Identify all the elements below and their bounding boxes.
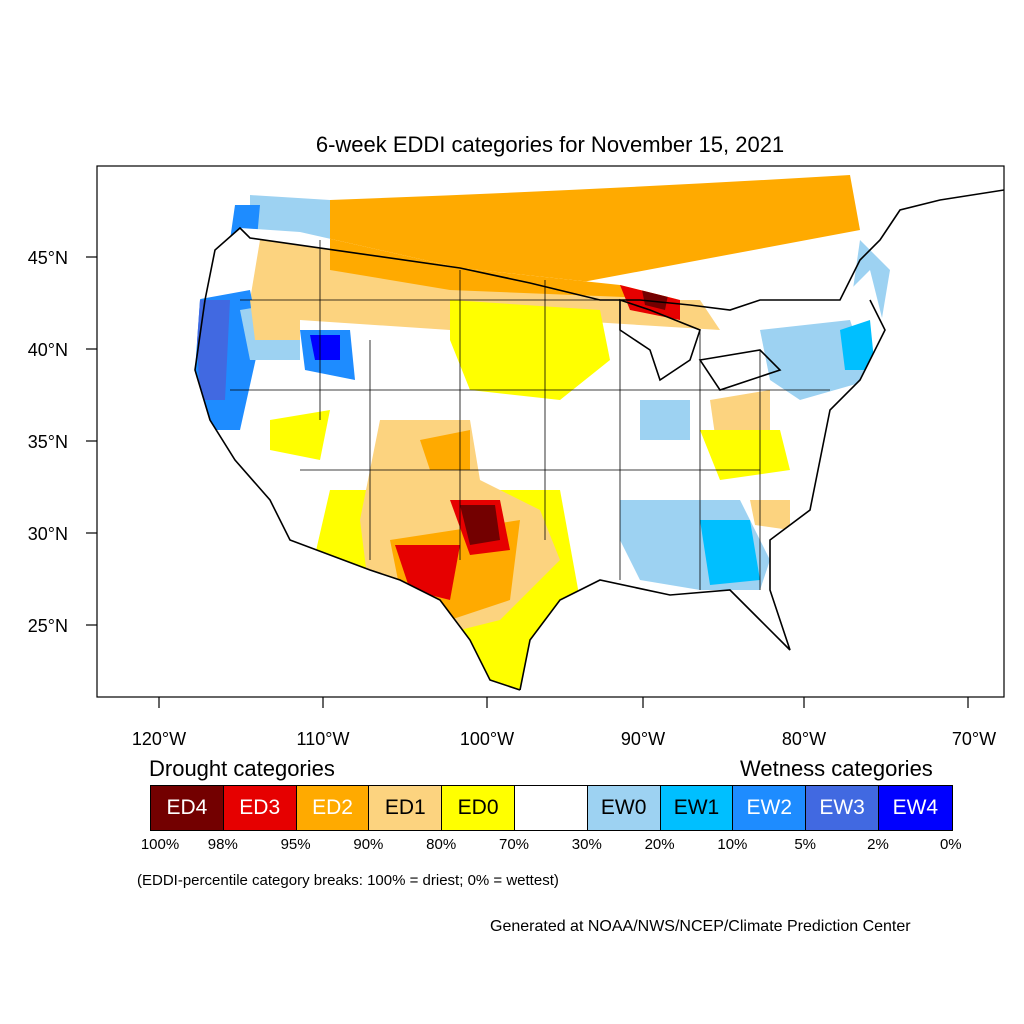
lat-label: 40°N	[28, 340, 68, 360]
wetness-heading: Wetness categories	[740, 756, 933, 781]
percent-break-label: 90%	[353, 836, 384, 853]
lon-label: 90°W	[621, 729, 665, 749]
map-title: 6-week EDDI categories for November 15, …	[315, 132, 785, 157]
map-frame	[96, 165, 1005, 698]
legend-cell: ED1	[369, 786, 443, 830]
percent-break-label: 100%	[140, 836, 180, 853]
percent-break-label: 70%	[498, 836, 530, 853]
lon-label: 110°W	[297, 729, 350, 749]
legend-cell: EW1	[660, 786, 734, 830]
lon-label: 70°W	[952, 729, 996, 749]
lon-label: 100°W	[460, 729, 514, 749]
credit-line: Generated at NOAA/NWS/NCEP/Climate Predi…	[490, 918, 911, 935]
percent-break-label: 80%	[426, 836, 457, 853]
legend-cell: ED4	[151, 786, 224, 830]
coastline	[194, 189, 1004, 691]
category-legend: ED4 ED3 ED2 ED1 ED0 EW0 EW1 EW2 EW3 EW4	[150, 785, 953, 831]
percent-break-label: 10%	[717, 836, 748, 853]
percent-break-label: 20%	[644, 836, 675, 853]
lat-label: 45°N	[28, 248, 68, 268]
lat-label: 25°N	[28, 616, 68, 636]
legend-cell: ED0	[442, 786, 515, 830]
legend-cell	[514, 786, 588, 830]
legend-cell: EW0	[587, 786, 661, 830]
percent-break-label: 2%	[867, 836, 889, 853]
lat-label: 30°N	[28, 524, 68, 544]
state-borders	[230, 240, 830, 590]
breaks-note: (EDDI-percentile category breaks: 100% =…	[137, 872, 559, 889]
eddi-map: 120°W 110°W 100°W 90°W 80°W 70°W 45°N 40…	[28, 165, 1005, 749]
legend-cell: EW3	[806, 786, 879, 830]
lon-label: 120°W	[132, 729, 186, 749]
lat-label: 35°N	[28, 432, 68, 452]
legend-cell: ED3	[223, 786, 297, 830]
legend-cell: EW4	[878, 786, 952, 830]
percent-break-label: 5%	[794, 836, 817, 853]
drought-heading: Drought categories	[149, 756, 335, 781]
legend-cell: EW2	[733, 786, 807, 830]
percent-break-label: 95%	[280, 836, 311, 853]
lon-label: 80°W	[782, 729, 826, 749]
legend-cell: ED2	[296, 786, 370, 830]
percent-break-label: 30%	[571, 836, 602, 853]
axis-ticks	[86, 256, 969, 708]
map-shading	[195, 175, 890, 690]
percent-break-label: 0%	[939, 836, 962, 853]
percent-break-label: 98%	[207, 836, 238, 853]
